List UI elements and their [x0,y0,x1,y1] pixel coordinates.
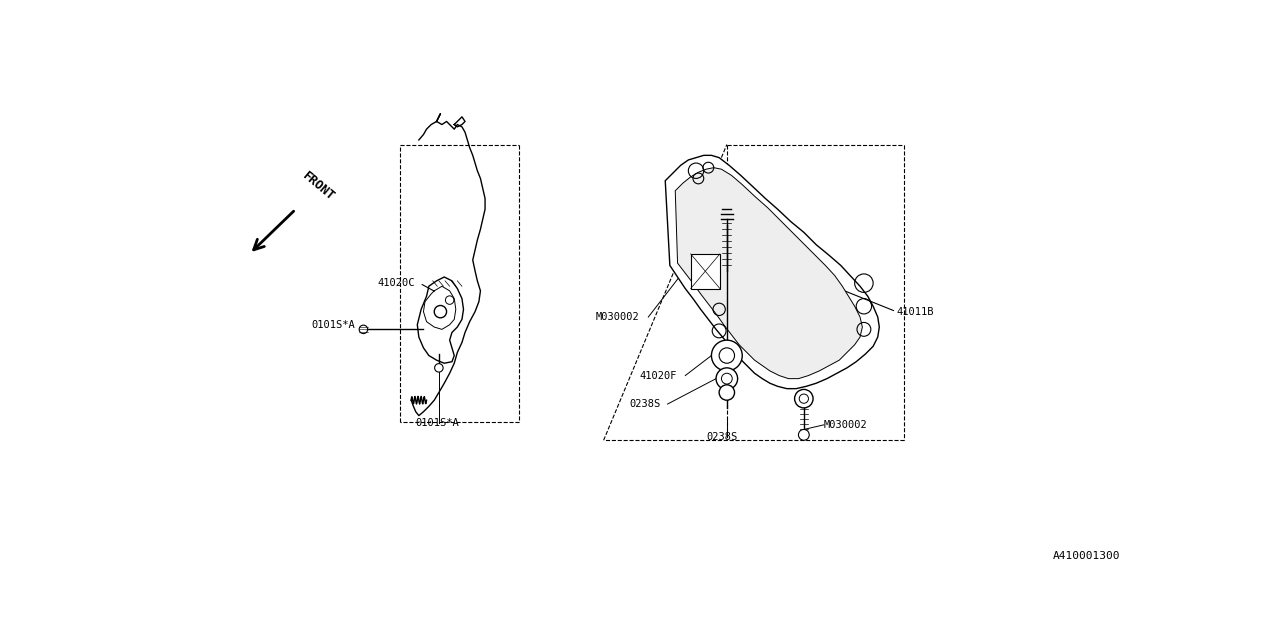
Circle shape [716,368,737,389]
Circle shape [719,385,735,400]
Circle shape [719,348,735,364]
Text: 0101S*A: 0101S*A [416,419,460,428]
Circle shape [795,389,813,408]
Text: 0238S: 0238S [628,399,660,409]
Text: 0238S: 0238S [707,432,737,442]
Polygon shape [666,156,879,388]
Text: FRONT: FRONT [300,169,337,203]
Text: 0101S*A: 0101S*A [311,320,355,330]
Circle shape [435,364,443,372]
Text: 41011B: 41011B [896,307,933,317]
Text: 41020F: 41020F [639,371,677,381]
Polygon shape [417,277,463,364]
Circle shape [360,325,367,333]
Circle shape [712,340,742,371]
Polygon shape [676,168,863,379]
Circle shape [799,394,809,403]
Text: M030002: M030002 [596,312,640,322]
Text: 41020C: 41020C [378,278,415,288]
Circle shape [722,373,732,384]
Text: A410001300: A410001300 [1052,551,1120,561]
Text: M030002: M030002 [824,420,868,430]
Circle shape [799,429,809,440]
FancyBboxPatch shape [691,254,719,289]
